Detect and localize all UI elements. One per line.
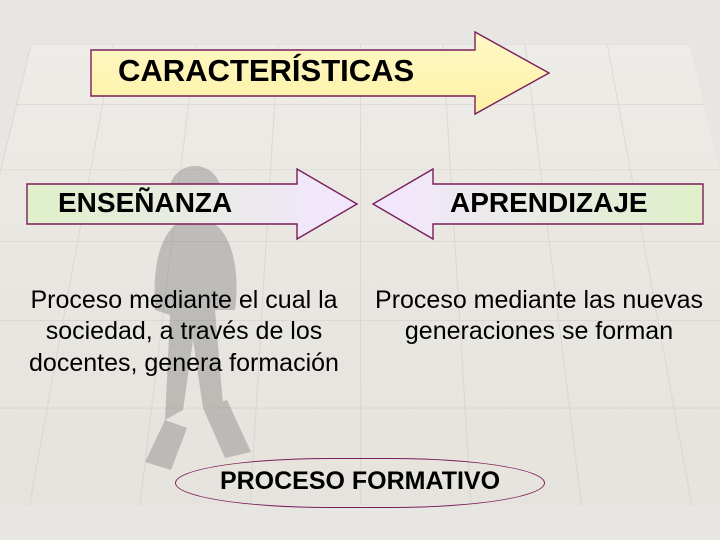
- title-label: CARACTERÍSTICAS: [118, 53, 414, 89]
- footer-label: PROCESO FORMATIVO: [175, 467, 545, 496]
- left-arrow-label: ENSEÑANZA: [58, 187, 232, 219]
- right-desc: Proceso mediante las nuevas generaciones…: [365, 285, 713, 348]
- right-arrow-label: APRENDIZAJE: [450, 187, 648, 219]
- left-desc: Proceso mediante el cual la sociedad, a …: [10, 285, 358, 379]
